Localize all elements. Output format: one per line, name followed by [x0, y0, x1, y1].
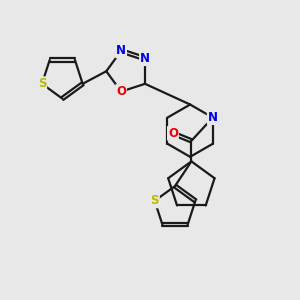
- Text: N: N: [208, 111, 218, 124]
- Text: S: S: [150, 194, 159, 207]
- Text: O: O: [116, 85, 126, 98]
- Text: S: S: [38, 77, 46, 90]
- Text: N: N: [140, 52, 150, 65]
- Text: O: O: [168, 127, 178, 140]
- Text: N: N: [116, 44, 126, 57]
